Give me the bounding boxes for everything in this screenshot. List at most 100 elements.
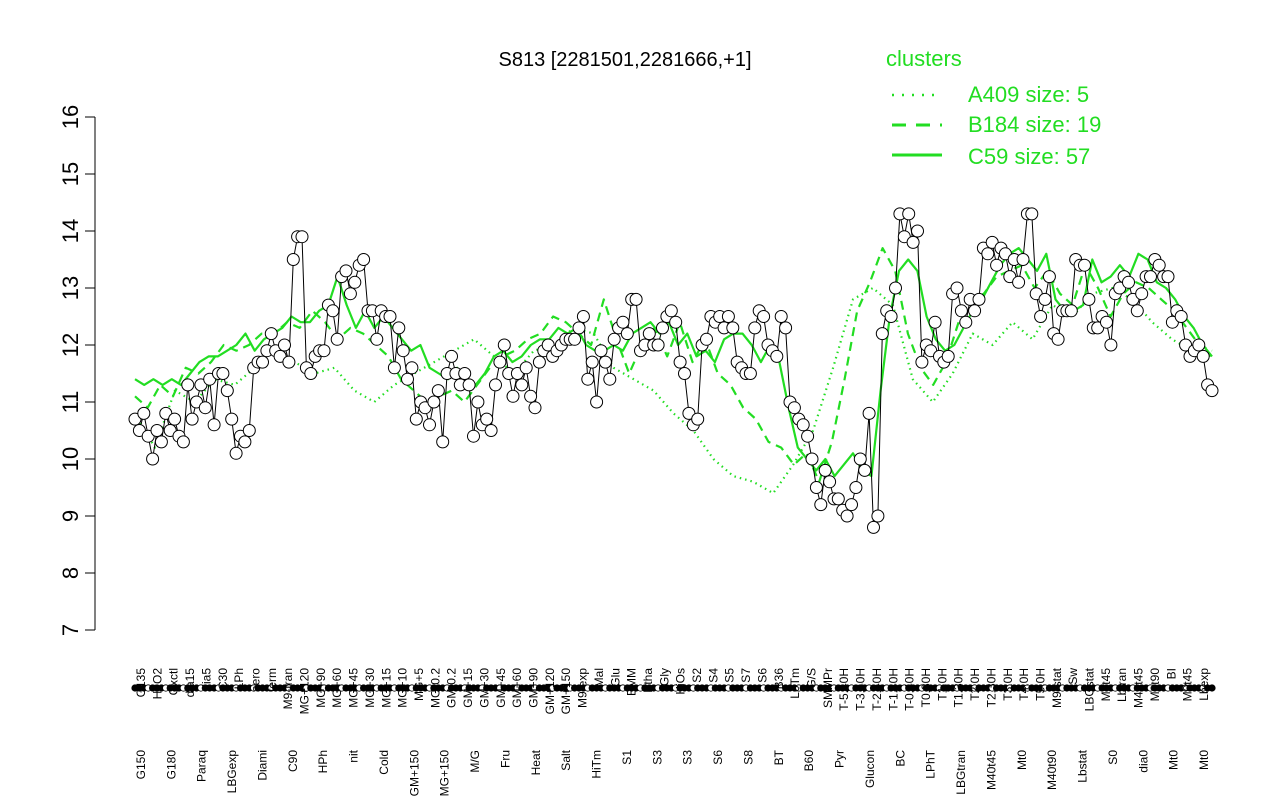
data-point <box>818 463 832 477</box>
data-point <box>168 412 182 426</box>
x-tick-label: LBGtran <box>954 750 968 795</box>
data-point <box>264 327 278 341</box>
data-point <box>968 304 982 318</box>
data-point <box>774 310 788 323</box>
y-tick-label: 7 <box>58 624 83 636</box>
x-tick-label: T5.0H <box>1034 668 1048 701</box>
x-tick-label: S5 <box>723 668 737 683</box>
series-line-b184 <box>134 247 1213 483</box>
data-point <box>590 395 604 409</box>
data-point <box>484 424 498 437</box>
data-point <box>743 367 757 380</box>
x-tick-label: Etha <box>641 668 655 693</box>
x-tick-label: M/G <box>468 750 482 773</box>
x-tick-label: LPhT <box>924 749 938 778</box>
data-point <box>831 492 845 506</box>
data-point <box>304 367 318 380</box>
data-point <box>401 372 414 386</box>
data-point <box>911 224 924 238</box>
x-tick-label: MG+30 <box>363 668 377 708</box>
x-tick-label: M0t45 <box>1099 668 1113 702</box>
x-tick-label: HiTm <box>590 750 604 779</box>
x-tick-label: BMM <box>625 668 639 696</box>
data-point <box>462 378 476 392</box>
x-tick-label: S2 <box>690 668 704 683</box>
data-point <box>1144 270 1157 284</box>
x-tick-label: G180 <box>164 750 178 780</box>
x-tick-label: MG+90 <box>314 668 328 708</box>
data-point <box>1130 304 1144 318</box>
x-tick-label: C30 <box>216 668 230 690</box>
x-tick-label: M40t90 <box>1045 750 1059 790</box>
data-point <box>1064 304 1078 318</box>
data-point <box>396 344 410 358</box>
data-point <box>357 253 371 266</box>
x-tick-label: M0t45 <box>1181 668 1195 702</box>
data-point <box>664 304 678 318</box>
y-tick-label: 13 <box>58 276 83 300</box>
data-point <box>480 412 494 426</box>
data-point <box>1104 338 1118 352</box>
x-tick-label: HPh <box>316 750 330 773</box>
x-tick-label: G135 <box>134 668 148 698</box>
x-tick-label: GM+90 <box>527 668 541 708</box>
data-point <box>651 338 665 352</box>
data-point <box>497 338 511 352</box>
data-point <box>862 406 876 420</box>
data-point <box>1174 310 1188 323</box>
x-tick-label: G/S <box>805 668 819 689</box>
data-point <box>787 401 801 415</box>
data-point <box>748 321 762 335</box>
x-tick-label: LBGstat <box>1083 667 1097 711</box>
data-point <box>242 424 256 437</box>
x-tick-label: GM+150 <box>559 668 573 715</box>
data-point <box>1025 207 1039 221</box>
x-tick-label: H2O2 <box>150 668 164 700</box>
data-point <box>941 349 955 363</box>
data-point <box>295 230 309 244</box>
y-tick-label: 15 <box>58 162 83 186</box>
data-point <box>642 327 656 341</box>
data-point <box>137 406 151 420</box>
data-point <box>216 367 230 380</box>
data-point <box>225 412 239 426</box>
x-tick-label: Fru <box>499 750 513 768</box>
x-tick-label: MG+60 <box>330 668 344 708</box>
y-axis: 7 8 9 10 11 12 13 14 15 16 <box>58 105 96 636</box>
x-tick-label: GM+30 <box>477 668 491 708</box>
x-tick-label: GM+15 <box>461 668 475 708</box>
data-point <box>656 321 669 335</box>
data-point <box>1038 292 1052 306</box>
data-point <box>871 509 885 523</box>
x-tick-label: Paraq <box>195 750 209 782</box>
data-point <box>678 367 691 380</box>
x-tick-label: MG-0.2 <box>428 668 442 708</box>
data-point <box>1051 332 1065 346</box>
data-point <box>673 355 687 369</box>
x-tick-label: T2.30H <box>984 668 998 707</box>
data-point <box>972 292 986 306</box>
x-tick-label: S1 <box>620 750 634 765</box>
data-point <box>467 429 480 443</box>
x-tick-label: T-5.40H <box>837 668 851 711</box>
legend: clusters A409 size: 5 B184 size: 19 C59 … <box>886 46 1101 169</box>
x-tick-label: GM+120 <box>543 668 557 715</box>
data-point <box>1034 310 1048 323</box>
data-point <box>427 395 441 409</box>
x-tick-label: G150 <box>134 750 148 780</box>
data-point <box>146 452 160 466</box>
data-point <box>405 361 419 375</box>
data-point <box>532 355 546 369</box>
data-point <box>198 401 212 415</box>
series-line-c59 <box>134 247 1213 478</box>
x-tick-label: dia5 <box>199 668 213 691</box>
y-tick-label: 9 <box>58 510 83 522</box>
data-point <box>809 481 823 494</box>
data-point <box>154 435 168 449</box>
data-point <box>700 332 713 346</box>
x-tick-label: T2.0H <box>968 668 982 701</box>
y-tick-label: 16 <box>58 105 83 129</box>
x-tick-label: C90 <box>286 750 300 772</box>
x-axis-labels: G135 H2O2 Oxctl dia15 dia5 C30 LPh aero ferm M9-t… <box>134 667 1211 796</box>
